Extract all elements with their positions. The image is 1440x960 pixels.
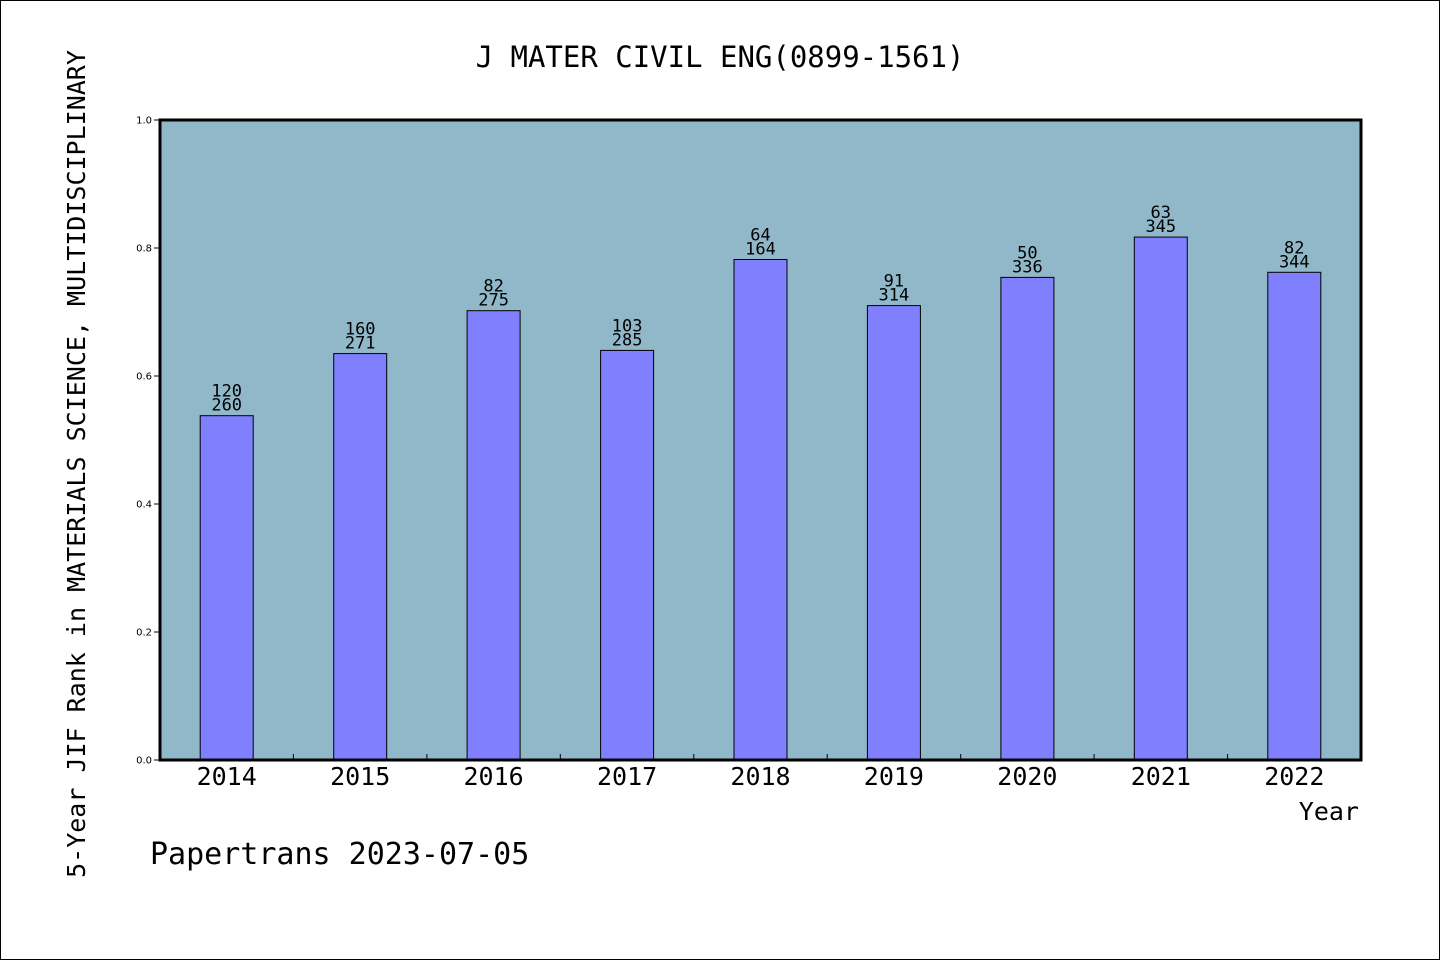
bar-rank-label-2020: 50 — [1017, 243, 1037, 263]
bar-rank-label-2021: 63 — [1151, 203, 1171, 223]
y-tick-label: 0.8 — [136, 244, 152, 255]
y-tick-label: 0.6 — [136, 372, 152, 383]
bar-2015 — [333, 353, 388, 761]
bar-total-label-2016: 275 — [478, 291, 509, 311]
x-axis: 2014 2015 2016 2017 2018 2019 2020 2021 2022 — [197, 754, 1324, 791]
y-tick-label: 0.0 — [136, 756, 152, 767]
bar-2017 — [600, 349, 655, 761]
bars-layer — [199, 236, 1322, 761]
x-tick-label-2016: 2016 — [463, 762, 523, 791]
x-axis-label: Year — [1299, 797, 1359, 826]
bar-total-label-2021: 345 — [1145, 217, 1176, 237]
bar-2022 — [1267, 271, 1322, 761]
y-axis-label: 5-Year JIF Rank in MATERIALS SCIENCE, MU… — [62, 50, 91, 878]
bar-2016 — [466, 310, 521, 761]
bar-labels-layer: 1202601602718227510328564164913145033663… — [211, 203, 1309, 416]
bar-rank-label-2014: 120 — [211, 382, 242, 402]
bar-rank-label-2022: 82 — [1284, 238, 1304, 258]
bar-rank-label-2016: 82 — [483, 277, 503, 297]
x-tick-label-2015: 2015 — [330, 762, 390, 791]
bar-rank-label-2015: 160 — [345, 320, 376, 340]
bar-rank-label-2019: 91 — [884, 272, 904, 292]
bar-2020 — [1000, 276, 1055, 761]
bar-rank-label-2017: 103 — [612, 316, 643, 336]
x-tick-label-2017: 2017 — [597, 762, 657, 791]
x-tick-label-2014: 2014 — [197, 762, 257, 791]
bar-total-label-2015: 271 — [345, 334, 376, 354]
x-tick-label-2019: 2019 — [864, 762, 924, 791]
bar-total-label-2022: 344 — [1279, 252, 1310, 272]
credit-text: Papertrans 2023-07-05 — [150, 837, 529, 872]
y-tick-label: 1.0 — [136, 116, 152, 127]
bar-2019 — [866, 305, 921, 761]
bar-total-label-2020: 336 — [1012, 257, 1043, 277]
bar-2014 — [199, 415, 254, 761]
bar-rank-label-2018: 64 — [750, 226, 770, 246]
x-tick-label-2021: 2021 — [1131, 762, 1191, 791]
chart-title: J MATER CIVIL ENG(0899-1561) — [476, 40, 965, 74]
y-axis: 0.0 0.2 0.4 0.6 0.8 1.0 — [136, 116, 160, 767]
bar-total-label-2019: 314 — [879, 286, 910, 306]
x-tick-label-2022: 2022 — [1264, 762, 1324, 791]
bar-total-label-2017: 285 — [612, 330, 643, 350]
x-tick-label-2020: 2020 — [997, 762, 1057, 791]
x-tick-label-2018: 2018 — [730, 762, 790, 791]
bar-total-label-2014: 260 — [211, 396, 242, 416]
y-tick-label: 0.4 — [136, 500, 152, 511]
bar-2018 — [733, 259, 788, 761]
y-tick-label: 0.2 — [136, 628, 152, 639]
bar-total-label-2018: 164 — [745, 240, 776, 260]
plot-border — [158, 118, 1363, 762]
bar-2021 — [1133, 236, 1188, 761]
